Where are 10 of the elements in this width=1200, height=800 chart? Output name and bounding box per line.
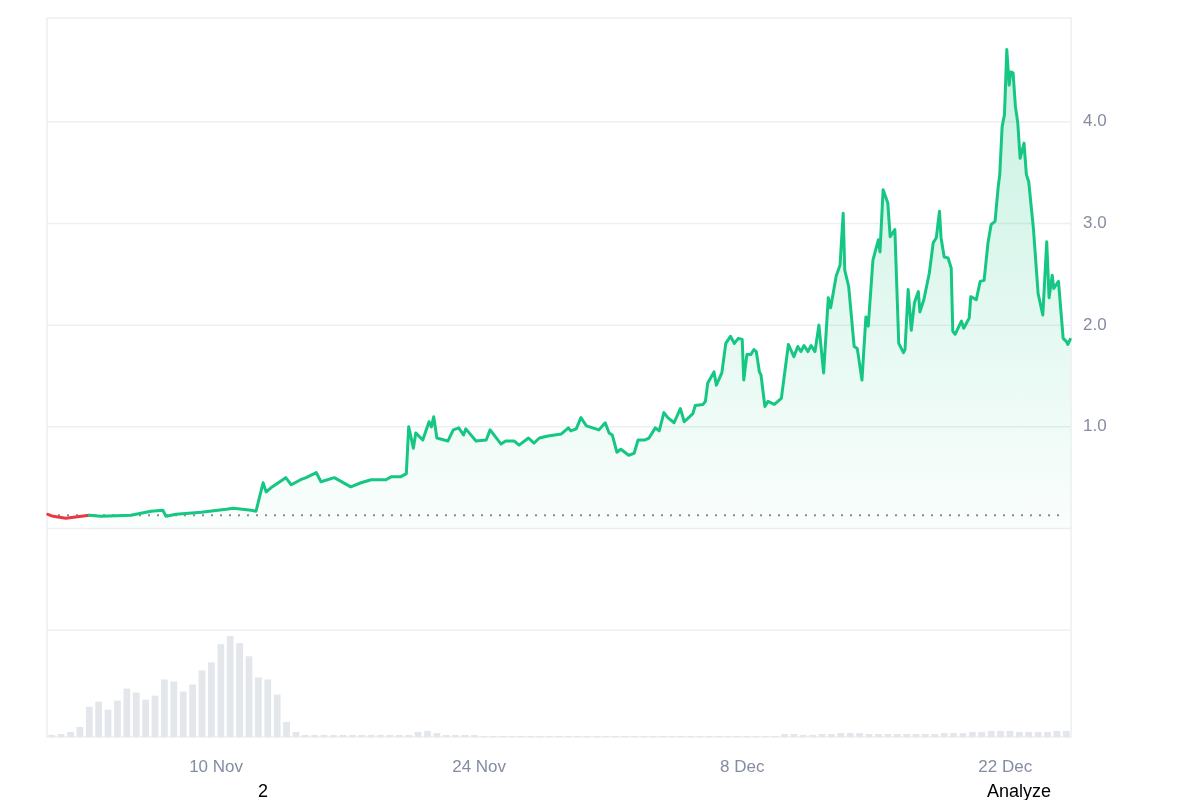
x-tick-label: 10 Nov [189,757,244,777]
x-tick-label: 8 Dec [719,757,765,777]
text: 2 [257,780,269,800]
y-tick-label: 4.0 [1083,111,1107,131]
y-tick-label: 3.0 [1083,212,1107,232]
text: Analyze [986,780,1052,800]
x-tick-label: 24 Nov [452,757,507,777]
y-tick-label: 2.0 [1083,314,1107,334]
x-tick-label: 22 Dec [978,757,1033,777]
y-tick-label: 1.0 [1083,416,1107,436]
